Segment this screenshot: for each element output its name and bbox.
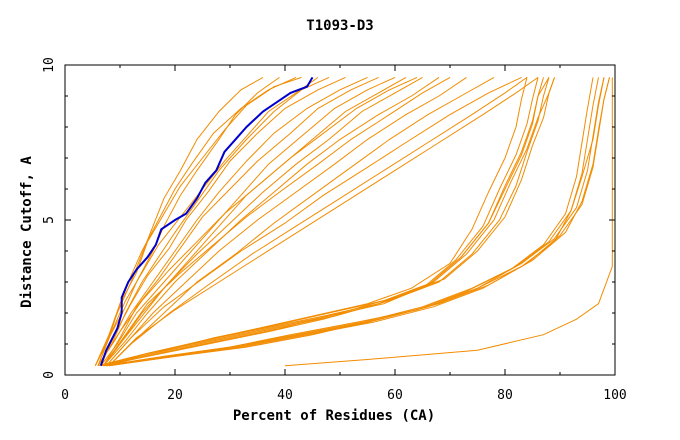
y-tick-label: 10 xyxy=(42,57,57,73)
model-curve-34 xyxy=(284,77,613,367)
plot-area xyxy=(64,64,616,376)
model-curve-14 xyxy=(103,76,451,366)
model-curve-16 xyxy=(97,76,319,366)
model-curve-6 xyxy=(103,76,440,367)
model-curve-17 xyxy=(103,76,407,367)
model-curve-8 xyxy=(108,76,495,367)
model-curves xyxy=(94,76,613,367)
model-curve-9 xyxy=(108,76,539,367)
x-tick-label: 60 xyxy=(387,388,403,403)
model-curve-24 xyxy=(106,77,555,367)
model-curve-15 xyxy=(108,76,528,367)
model-curve-13 xyxy=(94,76,264,366)
model-curve-26 xyxy=(103,77,555,367)
y-tick-label: 5 xyxy=(42,216,57,224)
y-axis-ticks: 0 5 10 xyxy=(42,57,615,379)
x-tick-label: 80 xyxy=(497,388,513,403)
x-tick-label: 20 xyxy=(167,388,183,403)
y-axis-label: Distance Cutoff, A xyxy=(19,156,35,308)
x-tick-label: 40 xyxy=(277,388,293,403)
model-curve-10 xyxy=(97,76,280,366)
chart-title: T1093-D3 xyxy=(306,18,373,34)
model-curve-7 xyxy=(105,76,467,367)
model-curve-25 xyxy=(97,77,539,367)
highlighted-model-curve xyxy=(99,76,314,367)
x-tick-label: 0 xyxy=(61,388,69,403)
model-curve-18 xyxy=(94,76,302,366)
model-curve-11 xyxy=(100,76,346,366)
x-tick-label: 100 xyxy=(603,388,626,403)
model-curve-31 xyxy=(103,77,594,367)
model-curve-22 xyxy=(100,77,544,367)
x-axis-ticks: 0 20 40 60 80 100 xyxy=(61,65,627,403)
model-curve-23 xyxy=(103,77,550,367)
x-axis-label: Percent of Residues (CA) xyxy=(233,408,435,424)
model-curve-4 xyxy=(100,76,396,367)
model-curve-32 xyxy=(108,77,610,367)
highlight-curve xyxy=(99,76,314,367)
model-curve-5 xyxy=(103,76,423,367)
model-curve-33 xyxy=(106,77,605,367)
model-curve-27 xyxy=(100,77,550,367)
model-curve-20 xyxy=(105,76,522,367)
model-curve-19 xyxy=(97,76,418,366)
model-curve-3 xyxy=(97,76,368,366)
y-tick-label: 0 xyxy=(42,371,57,379)
